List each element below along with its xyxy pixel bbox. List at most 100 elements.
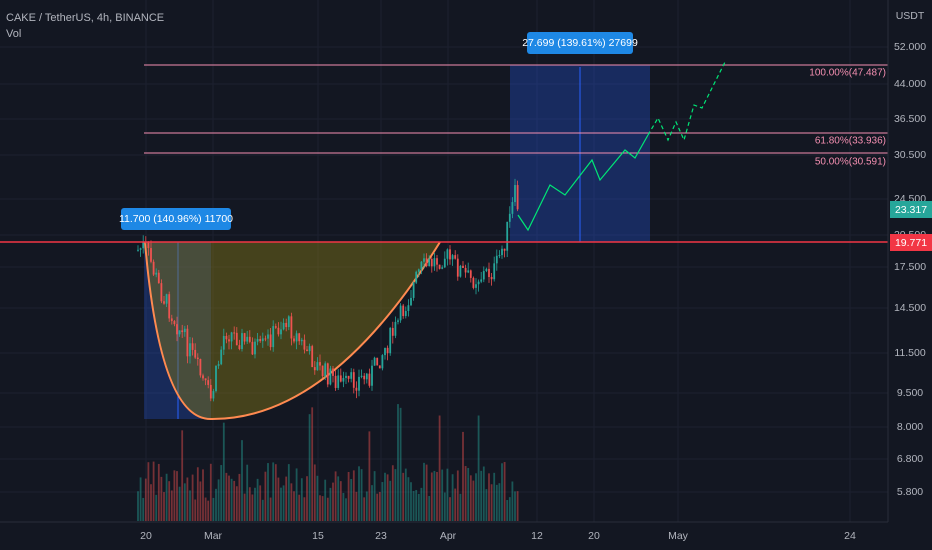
candle-body (319, 362, 321, 366)
candle-body (264, 338, 267, 340)
volume-bar (183, 483, 186, 521)
time-label: 24 (844, 530, 856, 542)
volume-bar (165, 473, 168, 521)
candle-body (280, 329, 282, 335)
volume-bar (194, 499, 197, 521)
candle-body (412, 282, 415, 298)
candle-body (215, 365, 217, 392)
volume-bar (407, 477, 410, 521)
volume-bar (215, 488, 217, 521)
candle-body (363, 375, 366, 380)
candle-body (480, 279, 483, 282)
candle-body (285, 322, 288, 328)
price-label: 11.500 (894, 347, 925, 359)
volume-bar (303, 497, 306, 521)
volume-bar (259, 485, 262, 521)
candle-body (261, 338, 264, 342)
candle-body (345, 375, 347, 378)
volume-bar (415, 489, 418, 521)
candle-body (415, 271, 418, 283)
candle-body (430, 258, 433, 267)
candle-body (402, 305, 405, 317)
volume-bar (420, 487, 423, 521)
candle-body (391, 327, 394, 336)
volume-bar (337, 476, 340, 521)
volume-bar (144, 478, 147, 521)
candle-body (293, 338, 295, 342)
volume-bar (498, 483, 501, 521)
volume-bar (493, 472, 496, 521)
candle-body (324, 363, 327, 377)
candle-body (186, 328, 189, 357)
candle-body (386, 347, 389, 354)
time-label: 15 (312, 530, 324, 542)
candle-body (514, 185, 516, 203)
candle-body (251, 341, 254, 355)
candle-body (157, 272, 160, 284)
volume-bar (511, 481, 514, 521)
candle-body (451, 255, 454, 260)
candle-body (378, 365, 381, 369)
candle-body (152, 261, 155, 275)
candle-body (498, 255, 501, 257)
volume-bar (345, 498, 347, 521)
candle-body (397, 320, 399, 322)
candle-body (467, 270, 470, 273)
volume-bar (300, 478, 303, 521)
volume-bar (391, 465, 394, 521)
volume-bar (189, 490, 191, 521)
candle-body (423, 258, 425, 262)
volume-bar (264, 471, 267, 521)
candle-body (290, 316, 293, 339)
volume-bar (285, 476, 288, 521)
candle-body (196, 357, 199, 360)
volume-bar (170, 490, 173, 521)
volume-bar (228, 475, 230, 521)
volume-bar (269, 497, 272, 521)
candle-body (191, 343, 194, 350)
volume-bar (389, 480, 392, 521)
candle-body (321, 365, 324, 377)
volume-bar (436, 471, 438, 521)
price-label: 52.000 (894, 41, 926, 53)
candle-body (376, 357, 379, 366)
volume-bar (355, 491, 358, 521)
candle-body (308, 346, 311, 352)
candle-body (228, 339, 230, 342)
candle-body (464, 267, 467, 273)
candle-body (235, 332, 238, 346)
candle-body (454, 255, 457, 259)
candle-body (217, 364, 220, 366)
volume-bar (220, 465, 223, 521)
volume-bar (464, 466, 467, 521)
volume-bar (339, 481, 342, 521)
candle-body (371, 365, 373, 386)
price-label: 8.000 (897, 421, 923, 433)
measure-label-right-bg (527, 32, 633, 54)
volume-bar (488, 473, 490, 521)
candle-body (394, 321, 397, 336)
volume-bar (342, 492, 345, 521)
candle-body (230, 332, 233, 342)
candle-body (163, 301, 165, 304)
fib-label: 50.00%(30.591) (815, 157, 886, 168)
price-label: 36.500 (894, 113, 926, 125)
volume-bar (272, 462, 275, 521)
volume-bar (139, 477, 142, 521)
volume-bar (173, 470, 176, 521)
volume-bar (142, 497, 145, 521)
volume-bar (196, 467, 199, 521)
volume-bar (350, 479, 353, 521)
volume-bar (410, 482, 412, 521)
volume-bar (293, 491, 295, 521)
volume-bar (332, 482, 334, 521)
candle-body (306, 349, 308, 352)
volume-bar (241, 440, 243, 521)
price-label: 44.000 (894, 78, 926, 90)
volume-bar (506, 500, 509, 521)
candle-body (272, 326, 275, 348)
candle-body (150, 248, 152, 262)
volume-bar (352, 470, 355, 521)
volume-bar (238, 473, 241, 521)
volume-bar (326, 497, 329, 521)
